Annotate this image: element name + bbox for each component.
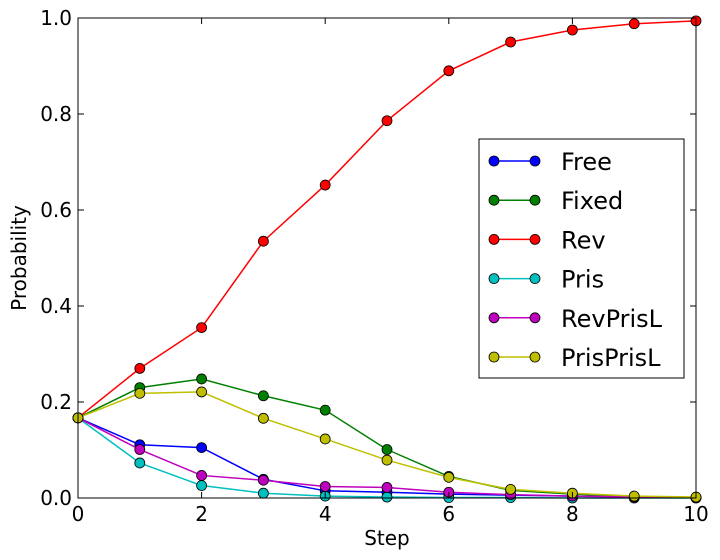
legend-marker bbox=[529, 312, 541, 324]
data-point bbox=[567, 24, 578, 36]
data-point bbox=[257, 235, 269, 247]
legend-marker bbox=[488, 155, 500, 167]
data-point bbox=[319, 179, 331, 191]
legend-marker bbox=[529, 155, 541, 167]
data-point bbox=[381, 444, 393, 455]
legend-box bbox=[478, 138, 685, 379]
data-point bbox=[196, 470, 208, 481]
legend-label: Pris bbox=[561, 266, 604, 294]
y-tick-label: 0.0 bbox=[40, 486, 72, 510]
legend-marker bbox=[488, 194, 500, 206]
data-point bbox=[443, 65, 455, 77]
legend-item: Rev bbox=[488, 226, 606, 254]
y-tick-label: 0.2 bbox=[40, 390, 72, 414]
data-point bbox=[196, 322, 208, 334]
legend-label: Rev bbox=[561, 226, 606, 254]
data-point bbox=[196, 442, 208, 454]
data-point bbox=[443, 471, 455, 483]
x-tick-label: 4 bbox=[319, 502, 332, 526]
legend-marker bbox=[488, 233, 500, 245]
legend-item: RevPrisL bbox=[488, 305, 663, 333]
legend-item: Free bbox=[488, 148, 612, 176]
data-point bbox=[505, 36, 517, 48]
data-point bbox=[319, 404, 331, 416]
data-point bbox=[319, 481, 331, 492]
data-point bbox=[319, 433, 331, 445]
series-line bbox=[77, 378, 697, 499]
data-point bbox=[196, 386, 208, 398]
y-tick-label: 1.0 bbox=[40, 6, 72, 30]
legend-label: Fixed bbox=[561, 187, 623, 215]
x-tick-label: 8 bbox=[566, 502, 579, 526]
data-point bbox=[257, 474, 269, 486]
data-point bbox=[257, 487, 269, 499]
legend-item: Pris bbox=[488, 266, 604, 294]
y-tick-label: 0.4 bbox=[40, 294, 72, 318]
series-prisprisl bbox=[72, 386, 702, 503]
legend-marker bbox=[529, 273, 541, 285]
legend-marker bbox=[488, 312, 500, 324]
y-axis-label: Probability bbox=[7, 205, 31, 311]
y-tick-label: 0.8 bbox=[40, 102, 72, 126]
legend-label: RevPrisL bbox=[561, 305, 663, 333]
x-tick-label: 10 bbox=[683, 502, 708, 526]
data-point bbox=[381, 491, 393, 503]
data-point bbox=[134, 444, 146, 455]
x-tick-label: 0 bbox=[72, 502, 85, 526]
legend-item: Fixed bbox=[488, 187, 623, 215]
data-point bbox=[628, 490, 640, 502]
x-tick-label: 2 bbox=[195, 502, 208, 526]
plot-frame bbox=[77, 17, 697, 499]
data-point bbox=[196, 480, 208, 491]
legend-marker bbox=[529, 351, 541, 363]
x-tick-label: 6 bbox=[442, 502, 455, 526]
legend: Free Fixed Rev Pris RevPrisL PrisPrisL bbox=[478, 138, 685, 379]
ticks-layer: 0 2 4 6 8 10 0.0 0.2 0.4 0.6 0.8 1.0 bbox=[40, 6, 709, 526]
data-point bbox=[257, 412, 269, 424]
data-point bbox=[196, 373, 208, 385]
data-point bbox=[381, 115, 393, 127]
data-point bbox=[505, 483, 517, 495]
y-tick-label: 0.6 bbox=[40, 198, 72, 222]
legend-label: PrisPrisL bbox=[561, 344, 661, 372]
x-axis-label: Step bbox=[364, 526, 410, 550]
data-point bbox=[134, 457, 146, 469]
legend-item: PrisPrisL bbox=[488, 344, 661, 372]
data-point bbox=[257, 390, 269, 402]
legend-label: Free bbox=[561, 148, 612, 176]
legend-marker bbox=[488, 273, 500, 285]
legend-marker bbox=[529, 233, 541, 245]
legend-marker bbox=[529, 194, 541, 206]
data-point bbox=[628, 18, 640, 30]
legend-marker bbox=[488, 351, 500, 363]
data-point bbox=[134, 362, 146, 374]
data-point bbox=[134, 387, 146, 399]
data-point bbox=[381, 454, 393, 466]
data-point bbox=[381, 482, 393, 493]
